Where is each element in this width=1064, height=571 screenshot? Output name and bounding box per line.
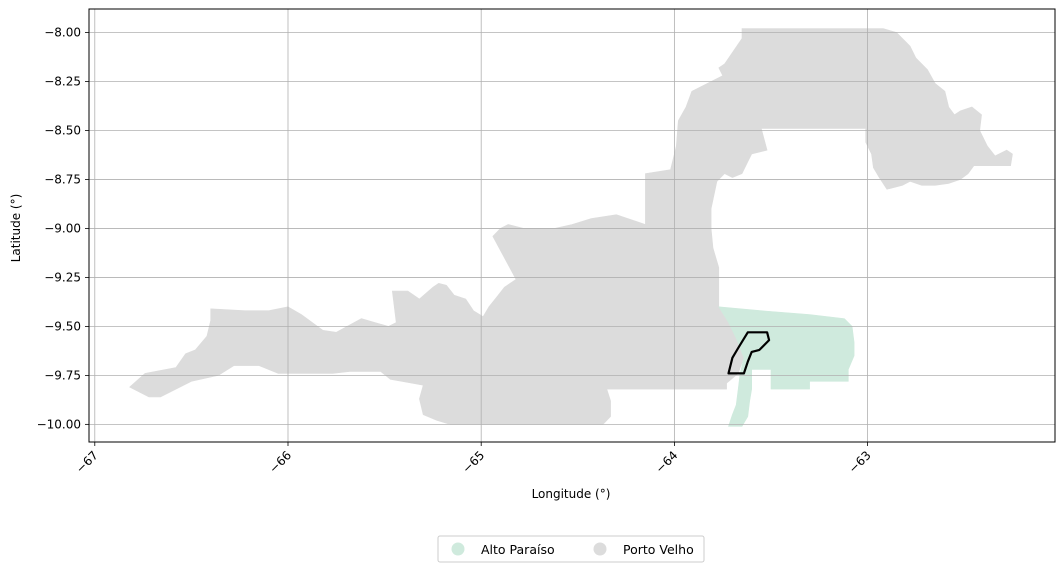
y-tick-label: −10.00 xyxy=(37,417,81,431)
x-axis-label: Longitude (°) xyxy=(532,487,611,501)
y-tick-label: −8.25 xyxy=(44,74,81,88)
y-tick-label: −8.75 xyxy=(44,172,81,186)
legend-box xyxy=(437,535,705,563)
region-porto-velho xyxy=(129,28,1013,425)
y-tick-label: −8.50 xyxy=(44,123,81,137)
legend: Alto Paraíso Porto Velho xyxy=(437,535,705,563)
selection-outline xyxy=(727,331,771,375)
y-tick-label: −9.25 xyxy=(44,270,81,284)
y-axis-label: Latitude (°) xyxy=(9,194,23,263)
legend-marker-porto-velho xyxy=(593,542,607,556)
plot-frame xyxy=(88,8,1056,443)
selected-area-outline xyxy=(727,331,771,375)
y-tick-label: −9.50 xyxy=(44,319,81,333)
legend-marker-alto-paraiso xyxy=(451,542,465,556)
grid-lines xyxy=(89,9,1055,442)
map-regions xyxy=(129,28,1013,427)
y-tick-label: −9.75 xyxy=(44,368,81,382)
y-tick-label: −9.00 xyxy=(44,221,81,235)
legend-label-alto-paraiso: Alto Paraíso xyxy=(481,542,555,557)
legend-label-porto-velho: Porto Velho xyxy=(623,542,694,557)
y-tick-label: −8.00 xyxy=(44,26,81,40)
region-alto-paraiso xyxy=(718,306,855,427)
y-axis-ticks: −8.00 −8.25 −8.50 −8.75 −9.00 −9.25 −9.50 −9.75… xyxy=(37,26,89,431)
